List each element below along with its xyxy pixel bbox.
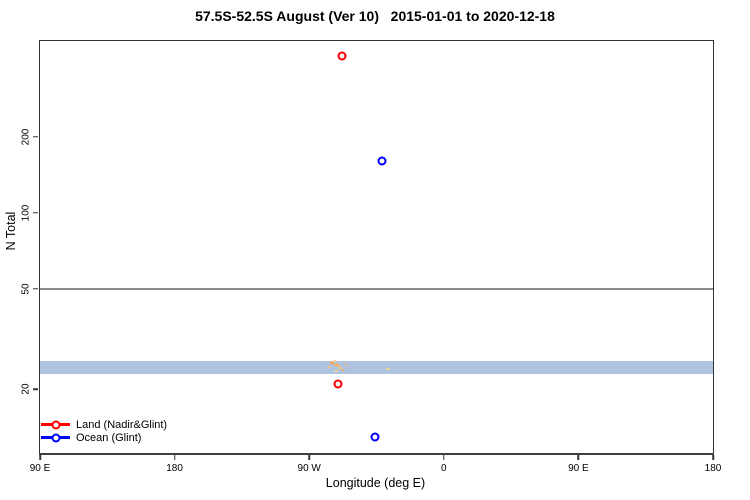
legend-label-land: Land (Nadir&Glint) <box>76 418 168 431</box>
y-axis-label: N Total <box>4 211 18 251</box>
y-tick <box>33 136 38 138</box>
y-tick <box>33 212 38 214</box>
minor-mark <box>327 366 331 369</box>
legend-label-ocean: Ocean (Glint) <box>76 431 142 444</box>
open-circle-icon <box>51 433 60 442</box>
reference-line-50 <box>40 287 713 290</box>
legend-swatch-ocean <box>41 433 70 442</box>
y-tick-label: 20 <box>20 383 32 395</box>
y-tick <box>33 288 38 290</box>
legend-row-land: Land (Nadir&Glint) <box>41 418 167 431</box>
legend-row-ocean: Ocean (Glint) <box>41 431 167 444</box>
x-tick-label: 180 <box>166 463 183 474</box>
x-tick <box>173 455 176 460</box>
highlight-band <box>40 360 713 375</box>
x-tick-label: 90 E <box>29 463 51 474</box>
plot-area: 90 E 180 90 W 0 90 E 180 20 50 100 200 Land (Nad… <box>21 40 721 474</box>
chart-title: 57.5S-52.5S August (Ver 10) 2015-01-01 t… <box>195 8 555 24</box>
x-tick-label: 0 <box>441 463 447 474</box>
minor-mark <box>334 369 338 372</box>
x-tick <box>308 455 310 460</box>
minor-mark <box>386 367 391 370</box>
x-tick <box>39 455 41 460</box>
x-tick-label: 90 W <box>297 463 321 474</box>
x-tick <box>577 455 580 460</box>
x-tick-label: 90 E <box>568 463 589 474</box>
y-tick-label: 50 <box>20 283 32 295</box>
data-point-land-1 <box>337 51 347 61</box>
y-tick-label: 100 <box>20 204 32 222</box>
x-axis-line <box>39 452 714 455</box>
minor-mark <box>344 363 347 366</box>
y-tick <box>33 388 38 391</box>
minor-mark <box>334 363 340 367</box>
minor-mark <box>333 360 337 363</box>
legend: Land (Nadir&Glint) Ocean (Glint) <box>41 418 167 444</box>
minor-mark <box>347 365 350 367</box>
x-tick <box>443 455 445 460</box>
minor-mark <box>330 361 335 365</box>
x-axis-label: Longitude (deg E) <box>325 476 426 490</box>
x-tick <box>712 455 714 460</box>
open-circle-icon <box>51 420 60 429</box>
legend-swatch-land <box>41 420 70 429</box>
x-tick-label: 180 <box>704 463 722 474</box>
minor-mark <box>338 367 342 370</box>
data-point-ocean-1 <box>377 156 387 166</box>
data-point-ocean-2 <box>370 432 380 442</box>
minor-mark <box>341 368 345 371</box>
data-point-land-2 <box>333 379 343 389</box>
y-tick-label: 200 <box>20 128 32 146</box>
